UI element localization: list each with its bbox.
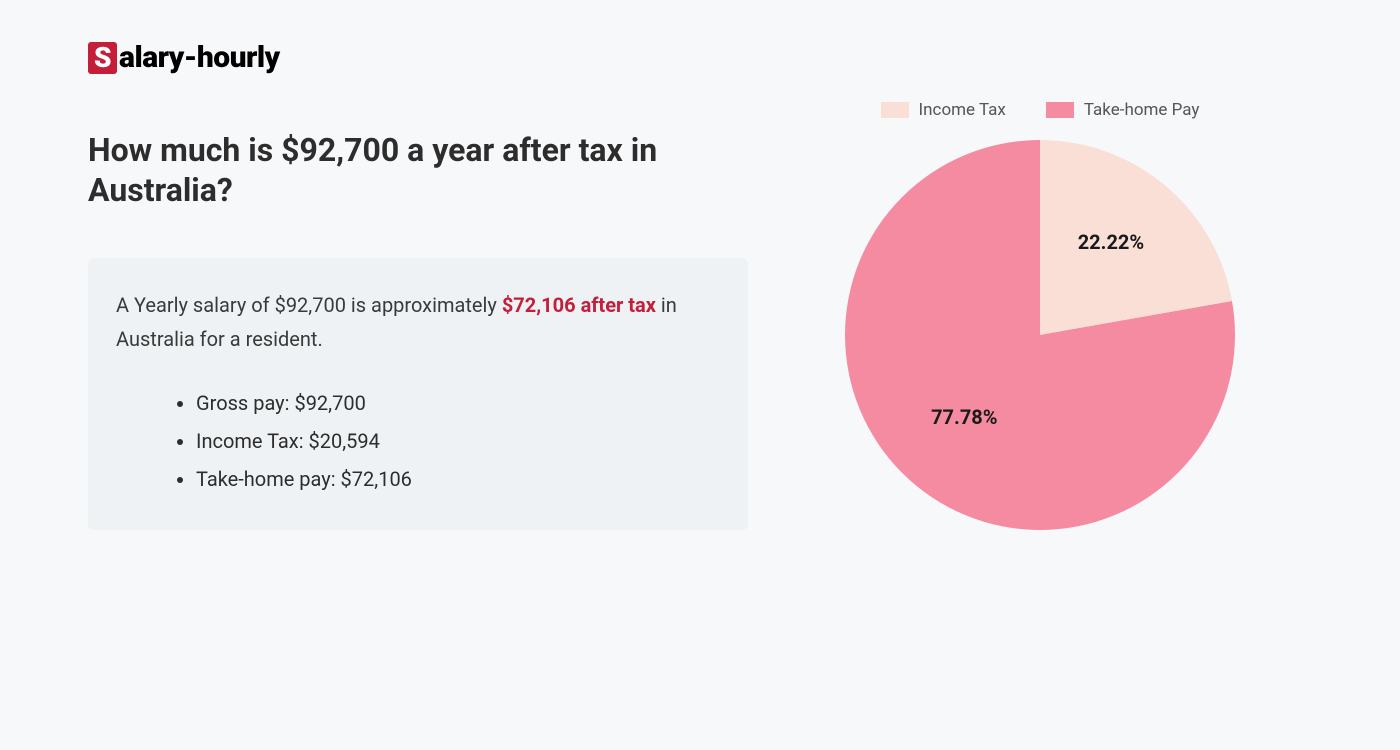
list-item: Gross pay: $92,700	[196, 384, 720, 422]
legend-swatch	[1046, 102, 1074, 118]
page-title: How much is $92,700 a year after tax in …	[88, 130, 748, 210]
summary-pre: A Yearly salary of $92,700 is approximat…	[116, 293, 502, 317]
pie-wrap: 22.22% 77.78%	[845, 140, 1235, 530]
legend-item-income-tax: Income Tax	[881, 100, 1006, 120]
logo-text: alary-hourly	[119, 40, 280, 75]
logo-initial: S	[88, 42, 117, 74]
chart-legend: Income Tax Take-home Pay	[830, 100, 1250, 120]
breakdown-list: Gross pay: $92,700 Income Tax: $20,594 T…	[116, 384, 720, 498]
pie-chart-region: Income Tax Take-home Pay 22.22% 77.78%	[830, 100, 1250, 530]
legend-item-take-home: Take-home Pay	[1046, 100, 1200, 120]
pie-chart	[845, 140, 1235, 530]
list-item: Income Tax: $20,594	[196, 422, 720, 460]
content-column: How much is $92,700 a year after tax in …	[88, 130, 748, 530]
slice-pct-label: 77.78%	[931, 405, 997, 429]
summary-text: A Yearly salary of $92,700 is approximat…	[116, 288, 720, 356]
slice-pct-label: 22.22%	[1078, 230, 1144, 254]
summary-highlight: $72,106 after tax	[502, 293, 656, 317]
summary-box: A Yearly salary of $92,700 is approximat…	[88, 258, 748, 530]
legend-label: Income Tax	[919, 100, 1006, 120]
legend-label: Take-home Pay	[1084, 100, 1200, 120]
legend-swatch	[881, 102, 909, 118]
site-logo: Salary-hourly	[88, 40, 280, 75]
list-item: Take-home pay: $72,106	[196, 460, 720, 498]
